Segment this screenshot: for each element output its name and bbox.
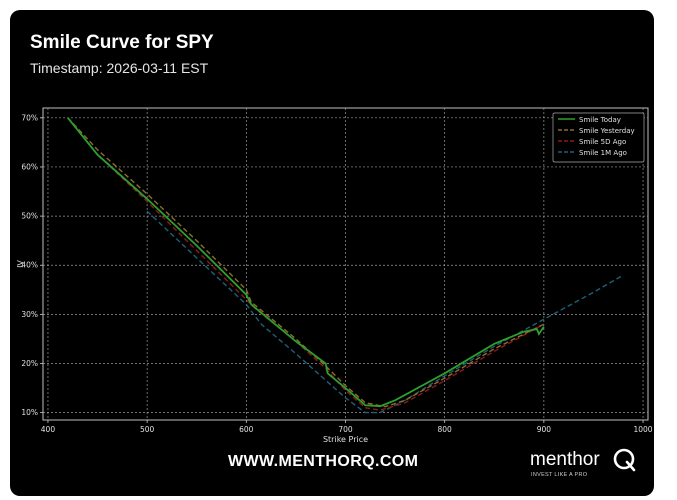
series-line-smile-1m-ago	[146, 210, 624, 414]
legend-label: Smile Today	[579, 116, 621, 124]
series-line-smile-5d-ago	[67, 117, 545, 411]
y-ticks: 10% 20% 30% 40% 50% 60% 70%	[21, 113, 43, 417]
legend-label: Smile Yesterday	[579, 127, 635, 135]
y-tick-label: 60%	[21, 162, 38, 171]
chart-card: Smile Curve for SPY Timestamp: 2026-03-1…	[10, 10, 654, 496]
brand-q-icon	[613, 448, 636, 472]
x-axis-label: Strike Price	[323, 435, 368, 444]
series-layer	[67, 117, 624, 414]
legend-label: Smile 5D Ago	[579, 138, 626, 146]
x-tick-label: 400	[41, 425, 56, 434]
y-tick-label: 40%	[21, 261, 38, 270]
series-line-smile-yesterday	[67, 117, 545, 408]
x-ticks: 400 500 600 700 800 900 1000	[41, 420, 653, 434]
brand-name: menthor	[530, 449, 600, 470]
footer-url: WWW.MENTHORQ.COM	[228, 453, 419, 470]
smile-chart: 400 500 600 700 800 900 1000 10% 20% 30% 40% 50% 60…	[16, 107, 653, 444]
timestamp-subtitle: Timestamp: 2026-03-11 EST	[30, 60, 209, 76]
x-tick-label: 700	[338, 425, 353, 434]
series-line-smile-today	[67, 117, 545, 408]
y-tick-label: 50%	[21, 212, 38, 221]
y-axis-label: IV	[16, 260, 25, 268]
y-tick-label: 70%	[21, 113, 38, 122]
legend-box	[552, 112, 645, 163]
x-tick-label: 600	[239, 425, 254, 434]
legend: Smile Today Smile Yesterday Smile 5D Ago Sm…	[552, 112, 645, 163]
y-tick-label: 30%	[21, 310, 38, 319]
x-tick-label: 900	[537, 425, 552, 434]
x-tick-label: 1000	[633, 425, 652, 434]
brand-tagline: INVEST LIKE A PRO	[531, 472, 588, 478]
legend-label: Smile 1M Ago	[579, 149, 627, 157]
x-tick-label: 800	[438, 425, 453, 434]
y-tick-label: 10%	[21, 408, 38, 417]
x-tick-label: 500	[140, 425, 155, 434]
y-tick-label: 20%	[21, 359, 38, 368]
page-title: Smile Curve for SPY	[30, 32, 214, 53]
